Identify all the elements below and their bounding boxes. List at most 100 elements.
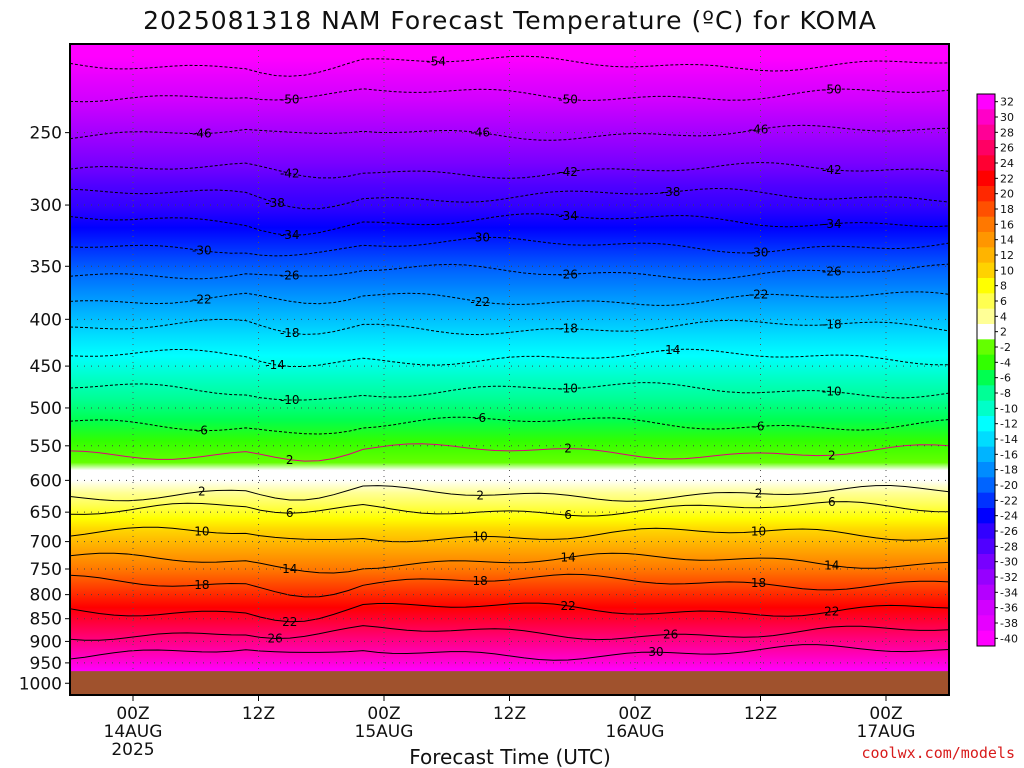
colorbar-swatch — [977, 186, 995, 202]
svg-text:-22: -22 — [192, 292, 212, 306]
colorbar-swatch — [977, 370, 995, 386]
colorbar-frame — [976, 93, 996, 647]
isotherm-label: 30 — [648, 645, 663, 659]
colorbar-label: 30 — [1000, 111, 1014, 124]
svg-text:-46: -46 — [192, 127, 212, 141]
isotherm-label: 18 — [751, 576, 766, 590]
colorbar-swatch — [977, 232, 995, 248]
colorbar-label: -32 — [1000, 571, 1018, 584]
colorbar-label: 20 — [1000, 188, 1014, 201]
colorbar-swatch — [977, 293, 995, 310]
isotherm-line — [70, 625, 949, 641]
colorbar-swatch — [977, 416, 995, 432]
colorbar-swatch — [977, 600, 995, 616]
svg-text:-50: -50 — [822, 82, 842, 96]
isotherm-line — [70, 88, 949, 103]
isotherm-label: -22 — [749, 288, 769, 302]
ground-mask — [70, 671, 949, 695]
colorbar-swatch — [977, 324, 995, 340]
isotherm-label: -30 — [470, 231, 490, 245]
isotherm-label: -42 — [822, 163, 842, 177]
isotherm-label: -50 — [822, 82, 842, 96]
x-axis-title: Forecast Time (UTC) — [409, 745, 611, 768]
isotherm-label: -34 — [558, 209, 578, 223]
colorbar-label: 6 — [1000, 295, 1007, 308]
isotherm-label: 6 — [286, 506, 294, 520]
colorbar-swatch — [977, 477, 995, 494]
colorbar-label: -12 — [1000, 418, 1018, 431]
colorbar-label: -30 — [1000, 556, 1018, 569]
svg-text:-42: -42 — [280, 166, 300, 180]
svg-text:14: 14 — [824, 558, 839, 572]
colorbar-swatch — [977, 584, 995, 601]
colorbar-label: -8 — [1000, 387, 1011, 400]
colorbar-swatch — [977, 554, 995, 570]
isotherm-label: 10 — [473, 529, 488, 543]
svg-text:-26: -26 — [822, 264, 842, 278]
colorbar-label: -34 — [1000, 586, 1018, 599]
isotherm-line — [70, 416, 949, 435]
colorbar-label: -36 — [1000, 602, 1018, 615]
svg-text:-50: -50 — [558, 92, 578, 106]
isotherm-label: -30 — [192, 244, 212, 258]
x-tick-label: 12Z — [242, 704, 275, 724]
colorbar-label: -22 — [1000, 494, 1018, 507]
isotherm-line — [70, 501, 949, 517]
colorbar-swatch — [977, 431, 995, 448]
isotherm-label: 22 — [282, 615, 297, 629]
colorbar-label: -2 — [1000, 341, 1011, 354]
colorbar-label: 22 — [1000, 172, 1014, 185]
svg-text:-14: -14 — [661, 343, 681, 357]
isotherm-line — [70, 644, 949, 661]
colorbar-swatch — [977, 140, 995, 156]
isotherm-label: 26 — [663, 627, 678, 641]
svg-text:6: 6 — [564, 508, 572, 522]
isotherm-label: -50 — [558, 92, 578, 106]
svg-text:22: 22 — [824, 605, 839, 619]
isotherm-label: -26 — [822, 264, 842, 278]
isotherm-line — [70, 291, 949, 306]
svg-text:30: 30 — [648, 645, 663, 659]
colorbar-label: 4 — [1000, 310, 1007, 323]
colorbar-swatch — [977, 247, 995, 264]
svg-text:-10: -10 — [280, 393, 300, 407]
credit-link[interactable]: coolwx.com/models — [861, 744, 1015, 762]
colorbar-label: 16 — [1000, 218, 1014, 231]
svg-text:14: 14 — [282, 562, 297, 576]
isotherm-label: -42 — [280, 166, 300, 180]
colorbar-label: 10 — [1000, 264, 1014, 277]
isotherm-label: -18 — [822, 317, 842, 331]
y-tick-label: 250 — [30, 124, 62, 144]
svg-text:2: 2 — [828, 448, 836, 462]
isotherm-label: 26 — [267, 632, 282, 646]
isotherm-line — [70, 55, 949, 77]
svg-text:-10: -10 — [558, 382, 578, 396]
svg-text:2: 2 — [564, 442, 572, 456]
svg-text:-38: -38 — [661, 185, 681, 199]
svg-text:-34: -34 — [822, 217, 842, 231]
svg-text:2: 2 — [476, 488, 484, 502]
colorbar-label: 12 — [1000, 249, 1014, 262]
isotherm-label: -46 — [749, 122, 769, 136]
isotherm-label: -18 — [280, 326, 300, 340]
svg-text:26: 26 — [267, 632, 282, 646]
isotherm-line — [70, 213, 949, 236]
isotherm-label: 2 — [286, 453, 294, 467]
colorbar-label: 8 — [1000, 280, 1007, 293]
svg-text:14: 14 — [560, 551, 575, 565]
colorbar-swatch — [977, 400, 995, 417]
colorbar-label: -28 — [1000, 540, 1018, 553]
isotherm-label: -26 — [280, 269, 300, 283]
colorbar-label: -40 — [1000, 632, 1018, 645]
isotherm-label: -38 — [265, 196, 285, 210]
svg-text:26: 26 — [663, 627, 678, 641]
isotherm-label: -22 — [192, 292, 212, 306]
isotherm-line — [70, 443, 949, 462]
colorbar-label: -6 — [1000, 372, 1011, 385]
isotherm-line — [70, 318, 949, 336]
isotherm-label: -14 — [661, 343, 681, 357]
svg-text:-42: -42 — [822, 163, 842, 177]
colorbar-swatch — [977, 354, 995, 371]
svg-text:-30: -30 — [192, 244, 212, 258]
